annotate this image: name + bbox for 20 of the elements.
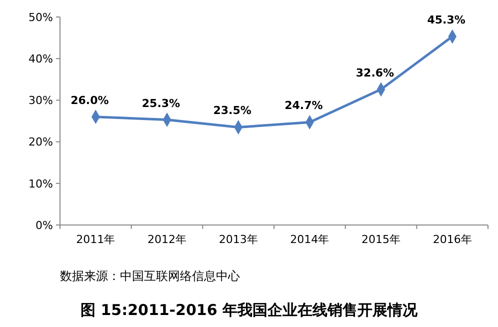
source-note: 数据来源：中国互联网络信息中心 xyxy=(60,269,240,283)
data-label: 45.3% xyxy=(427,14,466,27)
y-tick-label: 10% xyxy=(28,177,53,190)
y-tick-label: 40% xyxy=(28,52,53,66)
data-label: 26.0% xyxy=(70,94,109,107)
y-tick-label: 50% xyxy=(28,10,53,24)
data-label: 23.5% xyxy=(213,104,252,118)
x-tick-label: 2014年 xyxy=(290,233,330,246)
x-tick-label: 2013年 xyxy=(218,233,258,246)
x-tick-label: 2012年 xyxy=(148,233,186,246)
x-tick-label: 2016年 xyxy=(432,233,472,246)
data-label: 32.6% xyxy=(356,66,394,80)
x-tick-label: 2015年 xyxy=(362,233,400,246)
y-tick-label: 30% xyxy=(28,94,53,108)
y-tick-label: 20% xyxy=(28,136,53,149)
x-tick-label: 2011年 xyxy=(76,233,116,246)
text: 图 15:2011-2016 年我国企业在线销售开展情况 xyxy=(80,301,419,319)
data-label: 25.3% xyxy=(142,96,180,110)
data-label: 24.7% xyxy=(284,99,323,112)
y-tick-label: 0% xyxy=(36,218,53,232)
